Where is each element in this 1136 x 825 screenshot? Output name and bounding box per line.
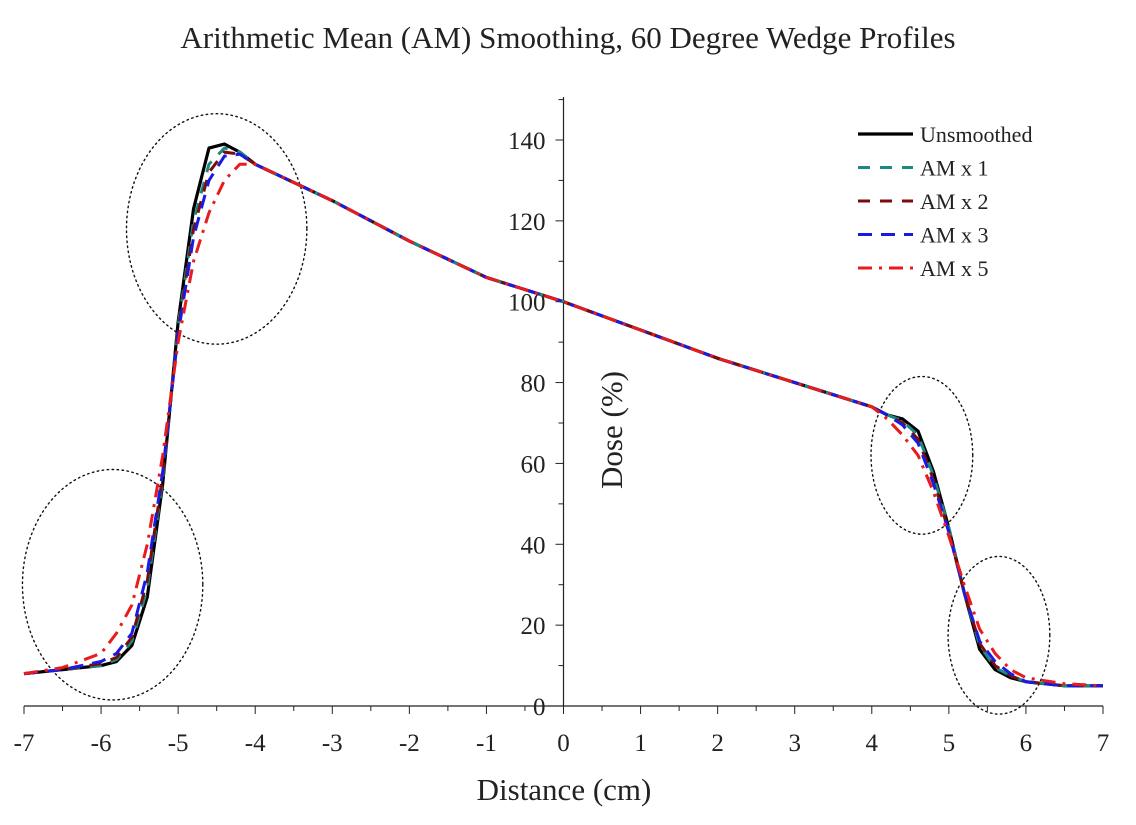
annotation-layer xyxy=(21,113,1051,715)
x-tick-label: 0 xyxy=(557,730,570,757)
y-tick-label: 40 xyxy=(521,532,546,559)
highlight-ellipse xyxy=(947,555,1051,715)
y-tick-label: 140 xyxy=(508,128,546,155)
legend-label: AM x 5 xyxy=(920,256,988,281)
legend-label: AM x 2 xyxy=(920,189,988,214)
highlight-ellipse xyxy=(125,113,308,345)
series-line-5 xyxy=(23,162,1104,688)
x-tick-label: -7 xyxy=(14,730,35,757)
x-tick-label: -5 xyxy=(168,730,189,757)
legend-label: AM x 3 xyxy=(920,223,988,248)
y-tick-label: 20 xyxy=(521,613,546,640)
series-line-3 xyxy=(23,150,1103,688)
x-tick-label: -1 xyxy=(476,730,497,757)
legend: Unsmoothed AM x 1 AM x 2 AM x 3 AM x 5 xyxy=(858,122,1032,281)
y-tick-label: 0 xyxy=(533,694,546,721)
series-line-4 xyxy=(23,152,1103,688)
x-tick-label: 2 xyxy=(711,730,724,757)
x-tick-label: -4 xyxy=(245,730,266,757)
x-tick-label: 4 xyxy=(866,730,879,757)
y-tick-label: 80 xyxy=(521,371,546,398)
x-tick-label: 1 xyxy=(634,730,647,757)
series-layer xyxy=(23,142,1104,688)
y-tick-label: 120 xyxy=(508,209,546,236)
highlight-ellipse xyxy=(21,468,204,701)
x-tick-label: 7 xyxy=(1097,730,1110,757)
y-tick-label: 60 xyxy=(521,451,546,478)
x-tick-label: -3 xyxy=(322,730,343,757)
legend-label: Unsmoothed xyxy=(920,122,1032,147)
x-tick-label: -2 xyxy=(399,730,420,757)
x-tick-label: 6 xyxy=(1020,730,1033,757)
x-tick-label: -6 xyxy=(91,730,112,757)
y-axis-title: Dose (%) xyxy=(594,371,629,489)
legend-label: AM x 1 xyxy=(920,156,988,181)
chart-title: Arithmetic Mean (AM) Smoothing, 60 Degre… xyxy=(180,20,955,55)
x-tick-label: 3 xyxy=(788,730,801,757)
x-tick-label: 5 xyxy=(943,730,956,757)
highlight-ellipse xyxy=(870,375,974,535)
x-axis-title: Distance (cm) xyxy=(477,772,652,807)
